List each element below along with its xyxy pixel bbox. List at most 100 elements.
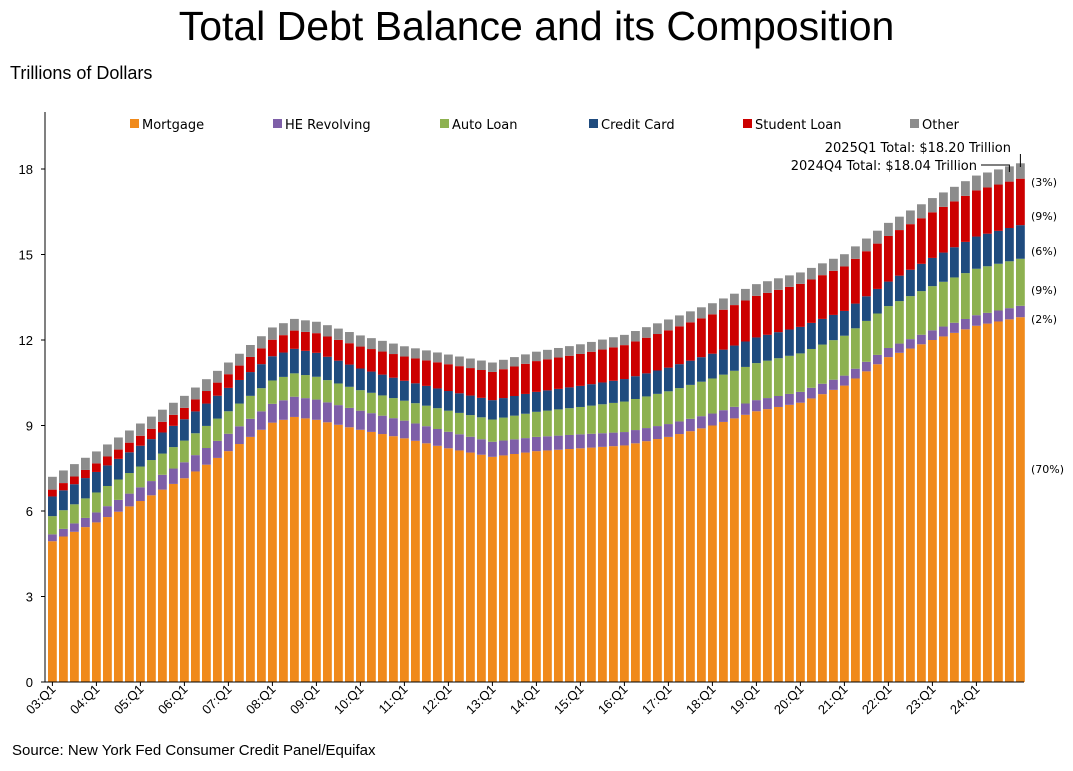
bar-segment-student-loan (565, 355, 574, 388)
bar-segment-mortgage (213, 457, 222, 682)
bar-segment-student-loan (279, 335, 288, 353)
bar-segment-he-revolving (521, 438, 530, 453)
bar-segment-he-revolving (1005, 308, 1014, 320)
bar-segment-other (433, 352, 442, 363)
bar-segment-credit-card (367, 371, 376, 393)
legend-swatch (273, 119, 282, 128)
bar-segment-student-loan (444, 364, 453, 392)
bar-segment-auto-loan (422, 405, 431, 427)
bar-segment-auto-loan (719, 374, 728, 411)
bar-segment-mortgage (851, 378, 860, 682)
bar-segment-other (81, 457, 90, 470)
bar-segment-auto-loan (576, 406, 585, 435)
bar-segment-he-revolving (708, 413, 717, 426)
bar-segment-mortgage (158, 489, 167, 682)
bar-segment-other (642, 327, 651, 338)
bar-segment-student-loan (136, 435, 145, 446)
bar-segment-credit-card (774, 332, 783, 359)
bar-segment-mortgage (147, 495, 156, 682)
bar-segment-student-loan (741, 300, 750, 342)
quarter-stack (521, 354, 530, 682)
quarter-stack (697, 307, 706, 682)
bar-segment-he-revolving (356, 410, 365, 430)
bar-segment-student-loan (653, 334, 662, 371)
quarter-stack (939, 192, 948, 682)
bar-segment-other (785, 275, 794, 287)
bar-segment-mortgage (972, 325, 981, 682)
bar-segment-mortgage (510, 454, 519, 682)
bar-segment-auto-loan (1005, 261, 1014, 309)
bar-segment-student-loan (708, 314, 717, 354)
bar-segment-auto-loan (917, 291, 926, 335)
bar-segment-auto-loan (224, 411, 233, 434)
bar-segment-credit-card (686, 360, 695, 385)
x-tick-label: 19:Q1 (727, 682, 763, 718)
bar-segment-credit-card (213, 395, 222, 419)
bar-segment-mortgage (598, 446, 607, 682)
quarter-stack (59, 470, 68, 682)
quarter-stack (70, 464, 79, 682)
bar-segment-he-revolving (59, 528, 68, 537)
bar-segment-he-revolving (422, 426, 431, 444)
x-tick-label: 18:Q1 (683, 682, 719, 718)
bar-segment-auto-loan (851, 328, 860, 369)
quarter-stack (741, 288, 750, 682)
bar-segment-credit-card (807, 322, 816, 349)
bar-segment-mortgage (664, 436, 673, 682)
bar-segment-auto-loan (785, 355, 794, 394)
bar-segment-auto-loan (433, 408, 442, 429)
bar-segment-other (224, 362, 233, 375)
quarter-stack (807, 267, 816, 682)
bar-segment-student-loan (961, 195, 970, 242)
bar-segment-other (169, 402, 178, 415)
quarter-stack (752, 284, 761, 682)
bar-segment-auto-loan (59, 510, 68, 529)
quarter-stack (719, 298, 728, 682)
quarter-stack (686, 311, 695, 682)
bar-segment-he-revolving (169, 468, 178, 484)
quarter-stack (103, 444, 112, 682)
bar-segment-mortgage (840, 385, 849, 682)
bar-segment-auto-loan (873, 313, 882, 355)
bar-segment-student-loan (1005, 181, 1014, 228)
bar-segment-other (334, 328, 343, 340)
quarter-stack (631, 331, 640, 682)
bar-segment-student-loan (301, 331, 310, 351)
legend-item: Student Loan (743, 118, 841, 133)
bar-segment-auto-loan (796, 353, 805, 392)
bar-segment-he-revolving (389, 418, 398, 437)
bar-segment-he-revolving (213, 440, 222, 458)
x-tick-label: 09:Q1 (287, 682, 323, 718)
quarter-stack (444, 354, 453, 682)
bar-segment-other (521, 354, 530, 364)
quarter-stack (763, 281, 772, 682)
bar-segment-mortgage (730, 418, 739, 682)
bar-segment-credit-card (499, 398, 508, 418)
bar-segment-auto-loan (521, 413, 530, 439)
bar-segment-he-revolving (873, 354, 882, 365)
bar-segment-mortgage (1005, 319, 1014, 682)
bar-segment-credit-card (884, 281, 893, 307)
bar-segment-credit-card (411, 383, 420, 404)
bar-segment-credit-card (224, 387, 233, 412)
bar-segment-auto-loan (697, 381, 706, 417)
bar-segment-auto-loan (180, 440, 189, 463)
bar-segment-other (389, 343, 398, 355)
bar-segment-student-loan (807, 279, 816, 323)
bar-segment-mortgage (224, 451, 233, 682)
legend-label: Auto Loan (452, 118, 518, 133)
bar-segment-other (576, 344, 585, 354)
bar-segment-credit-card (323, 356, 332, 381)
bar-segment-mortgage (235, 444, 244, 682)
bar-segment-auto-loan (290, 373, 299, 397)
bar-segment-other (345, 332, 354, 344)
bar-segment-other (620, 334, 629, 346)
bar-segment-other (939, 192, 948, 207)
bar-segment-student-loan (675, 326, 684, 365)
bar-segment-mortgage (774, 406, 783, 682)
bar-segment-credit-card (708, 353, 717, 379)
bar-segment-other (532, 351, 541, 362)
bar-segment-mortgage (620, 445, 629, 682)
quarter-stack (312, 321, 321, 682)
bar-segment-auto-loan (246, 395, 255, 419)
